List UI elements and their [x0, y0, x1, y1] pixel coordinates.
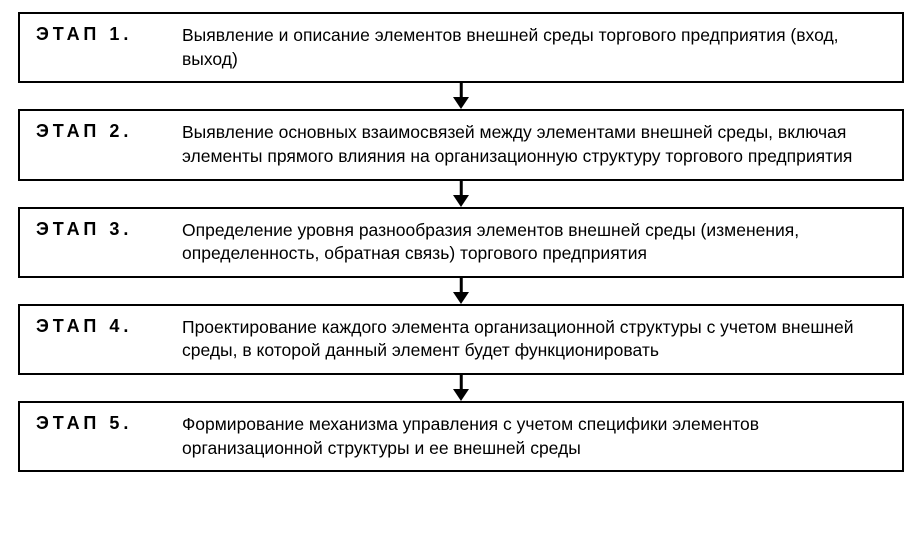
arrow-down [18, 278, 904, 304]
arrow-down [18, 83, 904, 109]
arrow-down [18, 181, 904, 207]
stage-box: ЭТАП 1. Выявление и описание элементов в… [18, 12, 904, 83]
stage-box: ЭТАП 3. Определение уровня разнообразия … [18, 207, 904, 278]
arrow-head-icon [453, 97, 469, 109]
stage-label: ЭТАП 5. [36, 413, 174, 434]
arrow-head-icon [453, 195, 469, 207]
stage-description: Выявление и описание элементов внешней с… [174, 24, 886, 71]
stage-description: Проектирование каждого элемента организа… [174, 316, 886, 363]
stage-label: ЭТАП 4. [36, 316, 174, 337]
stage-label: ЭТАП 2. [36, 121, 174, 142]
stage-box: ЭТАП 2. Выявление основных взаимосвязей … [18, 109, 904, 180]
stage-label: ЭТАП 1. [36, 24, 174, 45]
stage-box: ЭТАП 5. Формирование механизма управлени… [18, 401, 904, 472]
arrow-head-icon [453, 389, 469, 401]
stage-description: Определение уровня разнообразия элементо… [174, 219, 886, 266]
stage-description: Выявление основных взаимосвязей между эл… [174, 121, 886, 168]
stage-label: ЭТАП 3. [36, 219, 174, 240]
arrow-down [18, 375, 904, 401]
stage-box: ЭТАП 4. Проектирование каждого элемента … [18, 304, 904, 375]
flowchart-container: ЭТАП 1. Выявление и описание элементов в… [18, 12, 904, 472]
arrow-head-icon [453, 292, 469, 304]
stage-description: Формирование механизма управления с учет… [174, 413, 886, 460]
